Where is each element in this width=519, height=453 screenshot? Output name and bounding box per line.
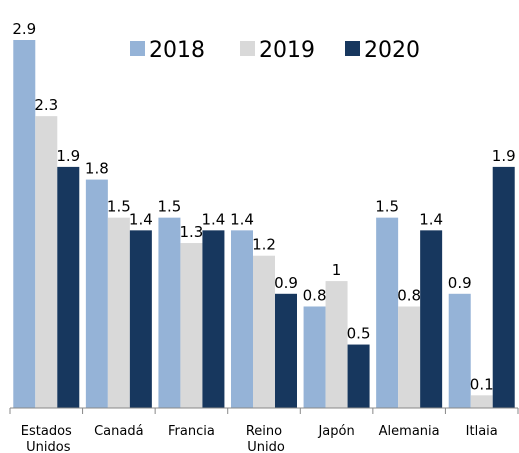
value-label: 2.9 [12, 20, 36, 38]
bar [398, 306, 421, 408]
bar [470, 395, 493, 408]
x-tick-label: Alemania [379, 424, 440, 439]
bar [420, 230, 443, 408]
value-label: 1.5 [375, 198, 399, 216]
bar [275, 293, 297, 408]
value-label: 1.9 [56, 147, 80, 165]
value-label: 1.4 [129, 210, 153, 228]
bar [448, 293, 471, 408]
bar [158, 217, 181, 408]
legend-swatch [345, 41, 360, 56]
value-label: 0.1 [470, 375, 494, 393]
value-label: 1.4 [201, 210, 225, 228]
x-tick-label: Japón [317, 424, 354, 439]
x-tick-label: Francia [168, 424, 215, 439]
value-label: 1.4 [419, 210, 443, 228]
value-label: 1.8 [85, 160, 109, 178]
value-label: 1.3 [179, 223, 203, 241]
value-label: 0.8 [303, 286, 327, 304]
bar [492, 166, 515, 408]
value-label: 0.9 [274, 274, 298, 292]
bar [231, 230, 253, 408]
value-label: 1.5 [107, 198, 131, 216]
bar [13, 40, 36, 408]
value-label: 1.2 [252, 236, 276, 254]
value-label: 0.8 [397, 286, 421, 304]
bar [303, 306, 326, 408]
value-label: 1 [332, 261, 342, 279]
bar [253, 255, 275, 408]
legend-label: 2019 [259, 38, 315, 63]
legend-label: 2020 [364, 38, 420, 63]
x-tick-label: Reino Unido [243, 424, 285, 453]
value-label: 1.5 [157, 198, 181, 216]
value-label: 0.5 [347, 325, 371, 343]
bar [325, 281, 348, 408]
bar [180, 243, 203, 408]
legend-swatch [240, 41, 255, 56]
bar [107, 217, 130, 408]
bar [202, 230, 225, 408]
x-tick-label: Itlaia [466, 424, 498, 439]
value-label: 2.3 [34, 96, 58, 114]
value-label: 1.9 [492, 147, 516, 165]
legend-label: 2018 [149, 38, 205, 63]
value-label: 1.4 [230, 210, 254, 228]
bar [376, 217, 399, 408]
x-tick-label: Estados Unidos [21, 424, 72, 453]
bar [129, 230, 152, 408]
bar [57, 166, 80, 408]
bar [85, 179, 108, 408]
x-tick-label: Canadá [94, 424, 143, 439]
bar [347, 344, 370, 408]
legend-swatch [130, 41, 145, 56]
value-label: 0.9 [448, 274, 472, 292]
bar [35, 116, 58, 408]
